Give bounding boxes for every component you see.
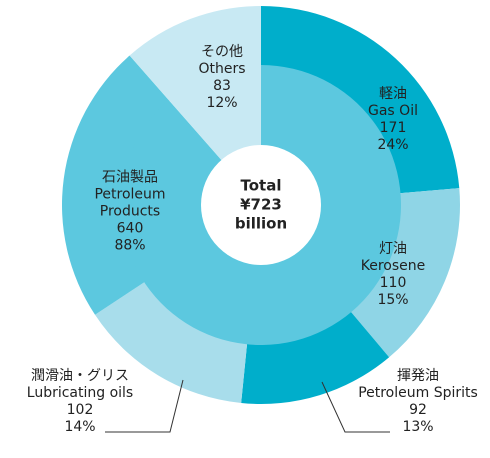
segment-label: 灯油 Kerosene 110 15% [338,241,448,309]
label-line: 潤滑油・グリス [31,368,129,384]
donut-segment [261,6,460,194]
leader-line [105,379,184,433]
label-line: 灯油 [379,241,407,257]
donut-segment [61,55,170,315]
donut-segment [350,188,460,358]
label-line: 88% [114,237,146,254]
center-line: ¥723 [240,195,282,214]
label-line: 15% [377,292,409,308]
label-line: 揮発油 [397,368,439,384]
label-line: Gas Oil [368,103,418,119]
label-line: Petroleum Spirits [358,385,478,401]
label-line: 171 [379,120,407,136]
label-line: 12% [206,95,238,111]
label-line: 石油製品 [102,169,158,186]
donut-segment [95,281,248,404]
donut-segment [168,65,261,162]
center-line: billion [234,214,288,233]
label-line: Kerosene [360,258,426,274]
donut-segment [121,65,401,345]
label-line: Petroleum Products [94,186,166,220]
label-line: 110 [379,275,407,291]
center-label: Total ¥723 billion [235,177,287,234]
leader-line [321,381,390,433]
label-line: その他 [201,44,243,60]
segment-label: 石油製品 Petroleum Products 640 88% [75,170,185,255]
label-line: 24% [377,137,409,153]
label-line: 14% [64,419,96,435]
segment-label: 揮発油 Petroleum Spirits 92 13% [338,368,490,436]
label-line: Others [198,61,246,77]
hole [201,145,321,265]
segment-label: 軽油 Gas Oil 171 24% [338,86,448,154]
label-line: Lubricating oils [26,385,134,401]
label-line: 83 [213,78,231,94]
donut-segment [129,6,261,101]
segment-label: その他 Others 83 12% [172,44,272,112]
label-line: 92 [409,402,427,418]
label-line: 102 [66,402,94,418]
donut-segment [241,311,390,405]
center-line: Total [240,176,282,195]
label-line: 13% [402,419,434,435]
label-line: 640 [116,220,144,237]
label-line: 軽油 [379,86,407,102]
segment-label: 潤滑油・グリス Lubricating oils 102 14% [5,368,155,436]
